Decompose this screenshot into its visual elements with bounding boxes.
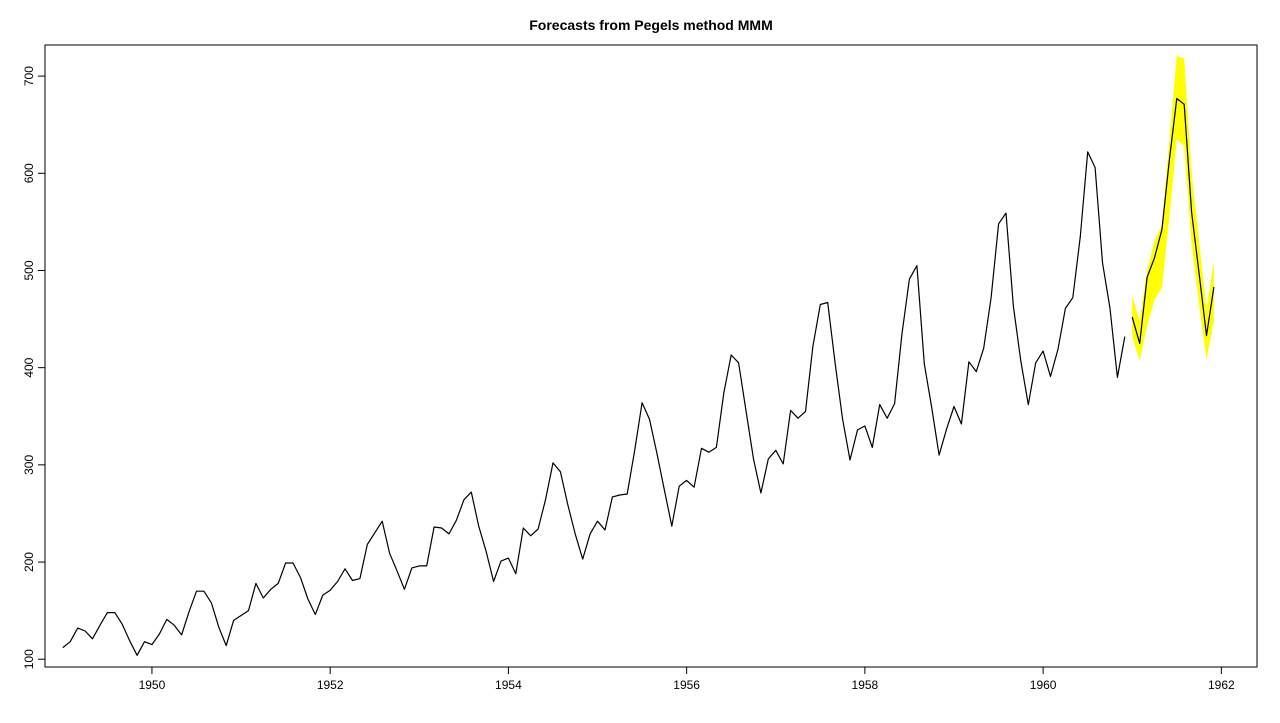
prediction-interval-band: [1132, 55, 1214, 361]
plot-frame: [44, 44, 1258, 668]
x-axis: 1950 1952 1954 1956 1958 1960 1962: [139, 666, 1235, 692]
x-tick-label: 1958: [852, 678, 879, 692]
y-tick-label: 200: [22, 552, 36, 572]
y-tick-label: 500: [22, 260, 36, 280]
x-tick-label: 1956: [673, 678, 700, 692]
y-tick-label: 400: [22, 357, 36, 377]
forecast-series-line: [1131, 97, 1215, 344]
y-tick-label: 300: [22, 455, 36, 475]
x-tick-label: 1954: [495, 678, 522, 692]
x-tick-label: 1960: [1030, 678, 1057, 692]
x-tick-label: 1950: [139, 678, 166, 692]
y-tick-label: 600: [22, 163, 36, 183]
y-axis: 100 200 300 400 500 600 700: [22, 66, 46, 669]
x-tick-label: 1962: [1208, 678, 1235, 692]
y-tick-label: 700: [22, 66, 36, 86]
chart-title: Forecasts from Pegels method MMM: [529, 17, 773, 33]
x-tick-label: 1952: [317, 678, 344, 692]
observed-series-line: [62, 151, 1126, 656]
y-tick-label: 100: [22, 649, 36, 669]
series-line-layer: [62, 97, 1215, 656]
prediction-band-layer: [1132, 55, 1214, 361]
